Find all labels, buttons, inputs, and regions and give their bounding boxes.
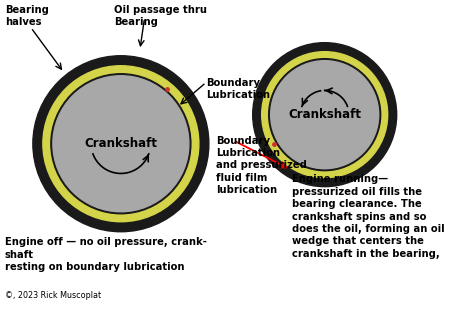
Text: ©, 2023 Rick Muscoplat: ©, 2023 Rick Muscoplat: [5, 291, 101, 300]
Text: Engine off — no oil pressure, crank-
shaft
resting on boundary lubrication: Engine off — no oil pressure, crank- sha…: [5, 237, 207, 272]
Text: Boundary
Lubrication: Boundary Lubrication: [206, 78, 270, 100]
Text: Boundary
Lubrication
and pressurized
fluid film
lubrication: Boundary Lubrication and pressurized flu…: [216, 136, 307, 195]
Circle shape: [271, 61, 379, 169]
Circle shape: [51, 74, 191, 214]
Text: Crankshaft: Crankshaft: [288, 108, 361, 121]
Circle shape: [262, 52, 388, 178]
Text: Oil passage thru
Bearing: Oil passage thru Bearing: [114, 5, 207, 27]
Text: Engine running—
pressurized oil fills the
bearing clearance. The
crankshaft spin: Engine running— pressurized oil fills th…: [292, 174, 444, 259]
Circle shape: [253, 43, 397, 187]
Text: Bearing
halves: Bearing halves: [5, 5, 49, 27]
Text: Crankshaft: Crankshaft: [84, 137, 157, 150]
Circle shape: [43, 66, 199, 222]
Circle shape: [269, 59, 381, 171]
Circle shape: [33, 56, 209, 232]
Circle shape: [53, 76, 189, 212]
